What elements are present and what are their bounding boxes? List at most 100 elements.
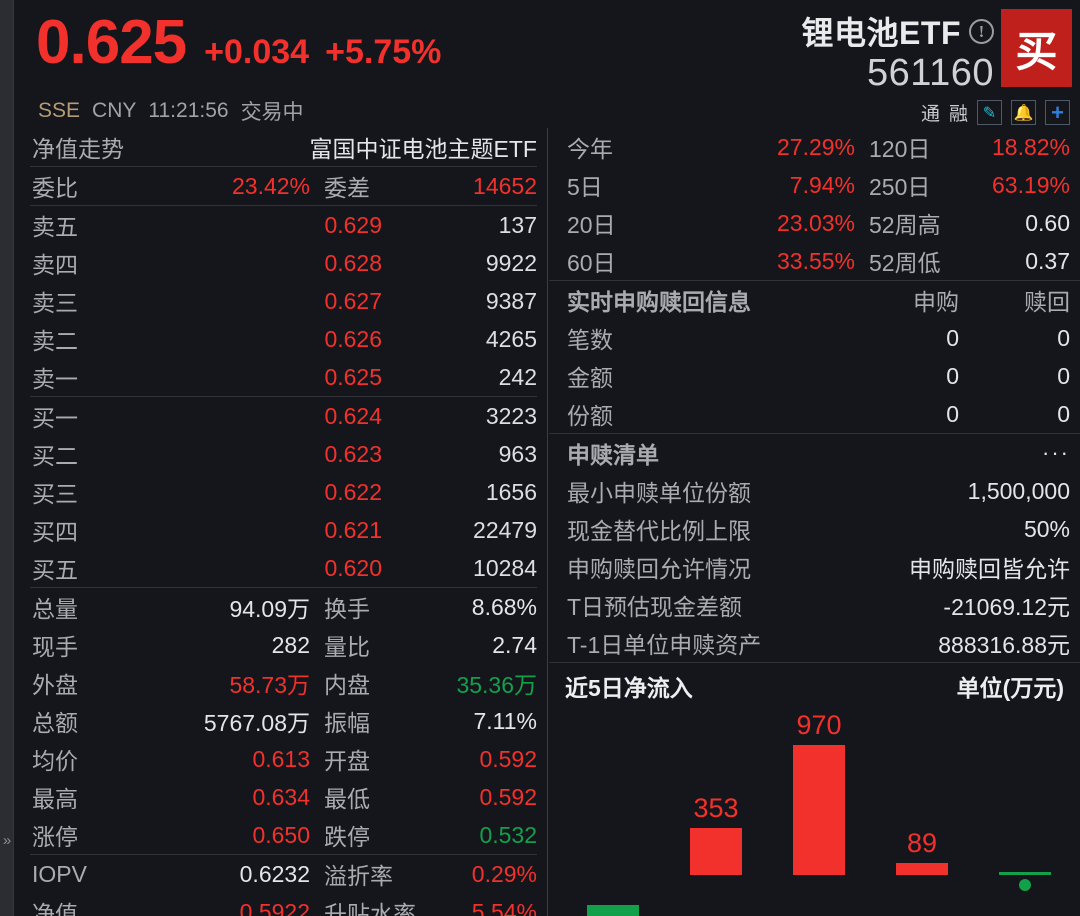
table-row: 金额 0 0 [549, 357, 1080, 395]
net-inflow-chart[interactable]: 近5日净流入 单位(万元) 353 970 89 [549, 663, 1080, 916]
divider [30, 396, 537, 397]
stat-value-2: 0.532 [479, 821, 537, 848]
perf-label-2: 52周高 [869, 212, 941, 238]
left-rail: » [0, 0, 14, 916]
ask-price: 0.627 [324, 287, 382, 314]
chart-bar-rect [793, 745, 845, 875]
chart-bar-label: 970 [796, 710, 842, 740]
table-row: IOPV 0.6232 溢折率 0.29% [14, 855, 547, 893]
perf-value: 7.94% [789, 171, 855, 198]
market-meta: SSE CNY 11:21:56 交易中 [38, 96, 304, 126]
pcf-value: 888316.88元 [938, 632, 1070, 658]
table-row: 现金替代比例上限 50% [549, 510, 1080, 548]
perf-value: 27.29% [776, 133, 855, 160]
stat-value-2: 0.592 [479, 783, 537, 810]
chart-unit-label: 单位(万元) [956, 675, 1064, 701]
margin-tag-tong: 通 [920, 104, 940, 125]
table-row[interactable]: 卖二 0.626 4265 [14, 320, 547, 358]
table-row: 现手 282 量比 2.74 [14, 626, 547, 664]
stat-label: 外盘 [32, 672, 78, 698]
pcf-value: 50% [1023, 515, 1070, 542]
divider [30, 587, 537, 588]
table-row: 5日 7.94% 250日 63.19% [549, 166, 1080, 204]
table-row: 涨停 0.650 跌停 0.532 [14, 816, 547, 854]
iopv-label: IOPV [32, 860, 87, 887]
nav-title-row[interactable]: 净值走势 富国中证电池主题ETF [14, 128, 547, 166]
header-tools: 通 融 ✎ 🔔 + [921, 99, 1070, 126]
table-row: 净值 0.5922 升贴水率 5.54% [14, 893, 547, 916]
perf-value-2: 63.19% [991, 171, 1070, 198]
table-row: 60日 33.55% 52周低 0.37 [549, 242, 1080, 280]
plus-icon[interactable]: + [1045, 100, 1070, 125]
ask-qty: 4265 [485, 325, 537, 352]
table-row[interactable]: 买一 0.624 3223 [14, 397, 547, 435]
table-row[interactable]: 买二 0.623 963 [14, 435, 547, 473]
redemption-label: 金额 [567, 365, 613, 391]
premium-rate-value: 5.54% [471, 898, 537, 916]
chart-bar: 353 [690, 707, 742, 875]
table-row[interactable]: 卖一 0.625 242 [14, 358, 547, 396]
ask-qty: 9922 [485, 249, 537, 276]
chart-plot-area: 353 970 89 [563, 707, 1066, 916]
stat-value: 0.634 [252, 783, 310, 810]
buy-button[interactable]: 买 [1001, 9, 1072, 87]
more-options-icon[interactable]: ··· [1042, 440, 1070, 465]
redemption-redeem-value: 0 [1057, 400, 1070, 427]
bid-label: 买三 [32, 481, 78, 507]
bid-price: 0.624 [324, 402, 382, 429]
bid-price: 0.620 [324, 554, 382, 581]
table-row[interactable]: 卖四 0.628 9922 [14, 244, 547, 282]
stat-value: 5767.08万 [203, 710, 310, 736]
pcf-title: 申赎清单 [567, 442, 659, 468]
left-panel: 净值走势 富国中证电池主题ETF 委比 23.42% 委差 14652 卖五 0… [14, 128, 548, 916]
right-panel: 今年 27.29% 120日 18.82% 5日 7.94% 250日 63.1… [549, 128, 1080, 916]
chart-bar-label: 89 [906, 828, 938, 859]
ask-label: 卖三 [32, 290, 78, 316]
bell-icon[interactable]: 🔔 [1011, 100, 1036, 125]
ask-label: 卖四 [32, 252, 78, 278]
stat-label: 总额 [32, 710, 78, 736]
bid-qty: 3223 [485, 402, 537, 429]
expand-panel-chevron-icon[interactable]: » [2, 832, 12, 849]
redemption-subscribe-value: 0 [946, 324, 959, 351]
table-row: 总量 94.09万 换手 8.68% [14, 588, 547, 626]
ratio-diff-label: 委差 [324, 175, 370, 201]
last-price: 0.625 [36, 8, 187, 77]
table-row[interactable]: 卖三 0.627 9387 [14, 282, 547, 320]
stat-value-2: 7.11% [473, 707, 537, 734]
pcf-label: T日预估现金差额 [567, 594, 743, 620]
bid-label: 买四 [32, 519, 78, 545]
bid-label: 买一 [32, 405, 78, 431]
table-row[interactable]: 卖五 0.629 137 [14, 206, 547, 244]
order-ratio-row: 委比 23.42% 委差 14652 [14, 167, 547, 205]
stat-value: 94.09万 [229, 596, 310, 622]
table-row[interactable]: 买三 0.622 1656 [14, 473, 547, 511]
table-row: T日预估现金差额 -21069.12元 [549, 586, 1080, 624]
ask-price: 0.629 [324, 211, 382, 238]
ratio-diff-value: 14652 [473, 172, 537, 199]
stat-label-2: 最低 [324, 786, 370, 812]
redemption-redeem-value: 0 [1057, 324, 1070, 351]
table-row[interactable]: 买四 0.621 22479 [14, 511, 547, 549]
table-row: 份额 0 0 [549, 395, 1080, 433]
iopv-value: 0.6232 [239, 860, 310, 887]
redemption-subscribe-value: 0 [946, 362, 959, 389]
pencil-icon[interactable]: ✎ [977, 100, 1002, 125]
chart-zero-line [999, 872, 1051, 875]
stat-value-2: 35.36万 [456, 672, 537, 698]
bid-label: 买二 [32, 443, 78, 469]
premium-value: 0.29% [471, 860, 537, 887]
ask-label: 卖二 [32, 328, 78, 354]
table-row: 笔数 0 0 [549, 319, 1080, 357]
redemption-label: 份额 [567, 403, 613, 429]
bid-qty: 10284 [473, 554, 537, 581]
ask-price: 0.626 [324, 325, 382, 352]
table-row[interactable]: 买五 0.620 10284 [14, 549, 547, 587]
perf-value: 33.55% [776, 247, 855, 274]
pcf-label: 现金替代比例上限 [567, 518, 751, 544]
ask-qty: 137 [498, 211, 537, 238]
perf-value-2: 18.82% [991, 133, 1070, 160]
perf-label: 5日 [567, 174, 603, 200]
exclamation-circle-icon[interactable]: ! [969, 18, 994, 44]
margin-tag-rong: 融 [948, 104, 968, 125]
